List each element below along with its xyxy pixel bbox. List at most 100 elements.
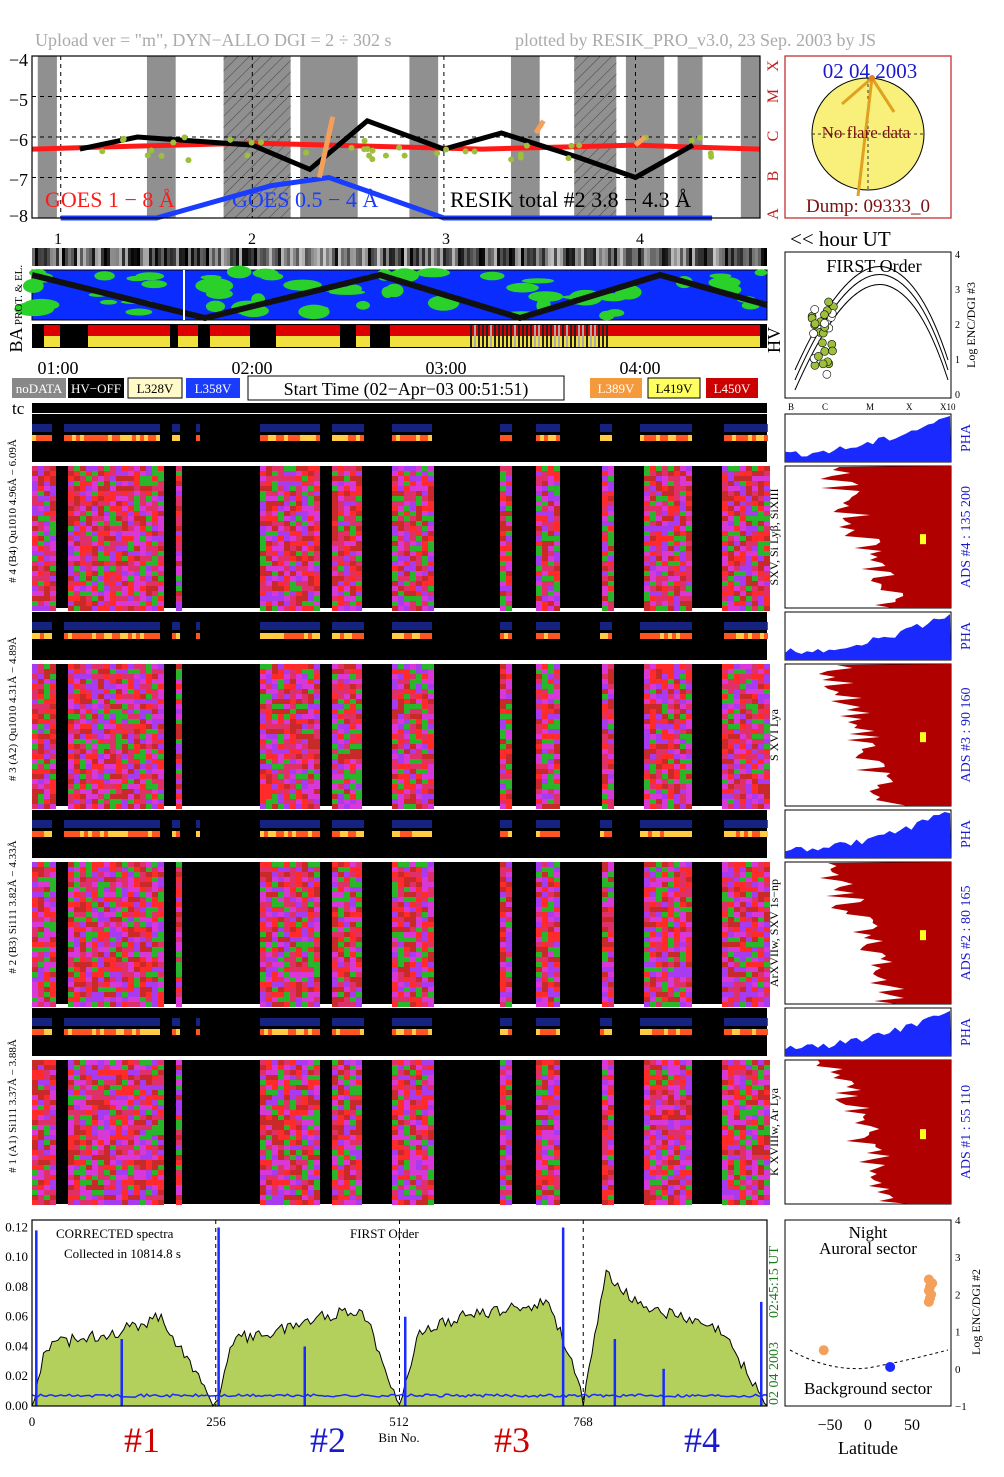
intensity-cell [686,248,689,266]
dyn-cell [404,481,410,486]
dyn-cell [158,719,164,724]
dyn-cell [32,561,38,566]
dyn-cell [272,521,278,526]
intensity-cell [683,248,686,266]
dyn-cell [44,664,50,669]
dyn-cell [38,561,44,566]
dyn-cell [128,679,134,684]
dyn-cell [752,729,758,734]
dyn-cell [392,531,398,536]
dyn-cell [506,709,512,714]
dyn-cell [392,804,398,809]
dyn-cell [536,769,542,774]
dyn-cell [80,779,86,784]
dyn-cell [338,764,344,769]
dyn-cell [752,571,758,576]
dyn-cell [80,754,86,759]
dyn-cell [80,997,86,1002]
dyn-cell [398,501,404,506]
dyn-cell [668,546,674,551]
dyn-cell [608,744,614,749]
dyn-cell [728,789,734,794]
dyn-cell [278,694,284,699]
intensity-cell [725,248,728,266]
dyn-cell [44,794,50,799]
dyn-cell [152,596,158,601]
dyn-cell [278,774,284,779]
dyn-cell [554,774,560,779]
dyn-cell [80,789,86,794]
dyn-cell [92,536,98,541]
dyn-cell [644,566,650,571]
dyn-cell [668,759,674,764]
dyn-cell [548,674,554,679]
dyn-cell [764,501,770,506]
dyn-cell [116,784,122,789]
dyn-cell [278,664,284,669]
dyn-cell [272,501,278,506]
dyn-cell [314,481,320,486]
intensity-cell [149,248,152,266]
dyn-cell [608,804,614,809]
dyn-cell [110,566,116,571]
dyn-cell [608,664,614,669]
prot-el-blob [356,300,370,310]
dyn-cell [302,606,308,611]
dyn-cell [98,526,104,531]
dyn-cell [140,481,146,486]
pha-cell [764,831,768,837]
dyn-cell [266,491,272,496]
dyn-cell [686,734,692,739]
dyn-cell [92,992,98,997]
ba-stripe [542,325,544,347]
dyn-cell [410,551,416,556]
dyn-cell [68,576,74,581]
dyn-cell [284,536,290,541]
dyn-cell [278,601,284,606]
dyn-cell [410,689,416,694]
dyn-cell [272,526,278,531]
dyn-cell [260,481,266,486]
dyn-cell [644,779,650,784]
dyn-cell [416,759,422,764]
intensity-cell [56,248,59,266]
dyn-cell [92,486,98,491]
class-m: M [765,89,782,103]
intensity-cell [449,248,452,266]
dyn-cell [272,566,278,571]
dyn-cell [278,689,284,694]
dyn-cell [32,887,38,892]
dyn-cell [278,466,284,471]
dyn-cell [662,694,668,699]
dyn-cell [68,546,74,551]
dyn-cell [104,714,110,719]
dyn-cell [392,674,398,679]
dyn-cell [410,714,416,719]
dyn-cell [74,997,80,1002]
dyn-cell [668,674,674,679]
dyn-cell [158,606,164,611]
dyn-cell [272,744,278,749]
dyn-cell [338,714,344,719]
dyn-cell [356,759,362,764]
dyn-cell [290,704,296,709]
dyn-cell [650,669,656,674]
dyn-cell [542,491,548,496]
dyn-cell [44,774,50,779]
intensity-cell [401,248,404,266]
dyn-cell [74,591,80,596]
dyn-cell [284,546,290,551]
dyn-cell [152,491,158,496]
intensity-cell [62,248,65,266]
dyn-cell [734,576,740,581]
dyn-cell [296,516,302,521]
dyn-cell [746,546,752,551]
ba-stripe [574,325,576,347]
dyn-cell [290,764,296,769]
dyn-cell [746,576,752,581]
dyn-cell [734,699,740,704]
dyn-cell [50,749,56,754]
dyn-cell [278,789,284,794]
pha-cell [424,831,428,837]
dyn-cell [668,719,674,724]
